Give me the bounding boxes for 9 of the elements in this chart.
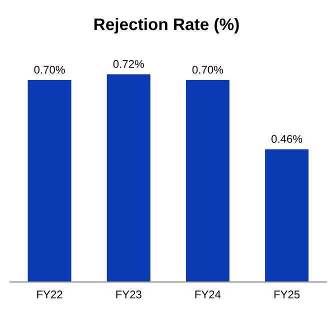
data-label: 0.70% [192,66,224,74]
x-tick-label: FY22 [37,290,62,298]
x-tick-label: FY25 [274,290,300,298]
x-tick-label: FY23 [116,290,142,298]
data-label: 0.72% [113,60,144,68]
data-label: 0.70% [34,66,65,74]
data-label: 0.46% [271,135,302,143]
x-tick-label: FY24 [195,290,221,298]
chart-title: Rejection Rate (%) [94,18,239,34]
